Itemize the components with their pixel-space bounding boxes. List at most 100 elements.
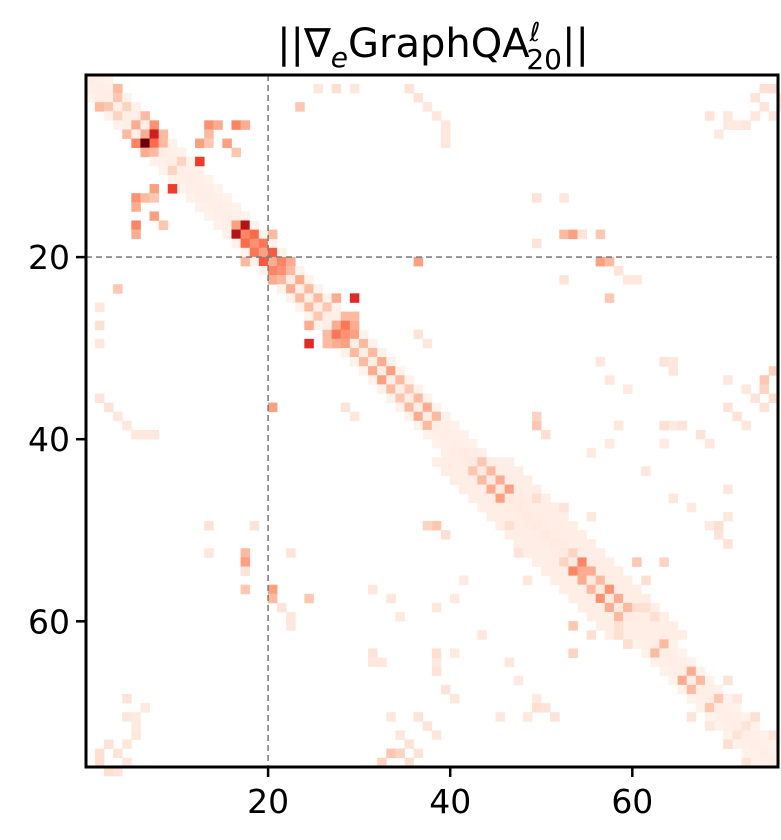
heatmap-cell xyxy=(249,229,260,240)
heatmap-cell xyxy=(759,739,770,749)
heatmap-cell xyxy=(413,384,424,394)
heatmap-cell xyxy=(650,602,660,613)
heatmap-cell xyxy=(750,111,760,121)
heatmap-cell xyxy=(641,612,651,622)
heatmap-cell xyxy=(714,712,724,722)
heatmap-cell xyxy=(431,730,442,740)
heatmap-cell xyxy=(140,429,150,440)
heatmap-cell xyxy=(413,411,424,422)
heatmap-cell xyxy=(368,657,378,668)
heatmap-cell xyxy=(122,757,132,768)
heatmap-cell xyxy=(550,548,560,558)
heatmap-cell xyxy=(550,520,560,531)
heatmap-cell xyxy=(741,420,751,431)
heatmap-cell xyxy=(258,256,269,267)
heatmap-cell xyxy=(768,111,779,121)
heatmap-cell xyxy=(504,457,515,467)
heatmap-cell xyxy=(568,621,578,631)
heatmap-cell xyxy=(531,193,542,203)
heatmap-cell xyxy=(440,448,451,458)
heatmap-cell xyxy=(331,311,342,322)
heatmap-cell xyxy=(577,229,587,240)
heatmap-cells xyxy=(85,74,781,777)
heatmap-cell xyxy=(431,439,442,449)
heatmap-cell xyxy=(185,156,196,167)
heatmap-cell xyxy=(632,621,642,631)
heatmap-cell xyxy=(595,548,606,558)
heatmap-cell xyxy=(349,293,360,303)
heatmap-cell xyxy=(304,593,314,604)
heatmap-cell xyxy=(122,712,132,722)
heatmap-cell xyxy=(668,630,679,640)
heatmap-cell xyxy=(450,475,460,485)
heatmap-cell xyxy=(377,357,387,367)
heatmap-cell xyxy=(404,411,414,422)
heatmap-cell xyxy=(768,739,779,749)
heatmap-cell xyxy=(559,520,569,531)
heatmap-cell xyxy=(513,539,524,549)
heatmap-cell xyxy=(677,666,688,677)
heatmap-cell xyxy=(158,147,169,158)
heatmap-cell xyxy=(522,539,533,549)
heatmap-cell xyxy=(322,329,333,340)
heatmap-cell xyxy=(477,475,487,485)
heatmap-cell xyxy=(176,184,187,194)
heatmap-cell xyxy=(113,102,123,112)
heatmap-cell xyxy=(668,366,679,376)
heatmap-cell xyxy=(495,457,506,467)
heatmap-cell xyxy=(122,420,132,431)
heatmap-cell xyxy=(122,93,132,103)
heatmap-cell xyxy=(468,475,478,485)
heatmap-cell xyxy=(604,584,615,595)
heatmap-cell xyxy=(213,184,223,194)
heatmap-cell xyxy=(495,502,506,513)
heatmap-cell xyxy=(304,284,314,294)
heatmap-cell xyxy=(422,420,433,431)
heatmap-cell xyxy=(158,129,169,139)
heatmap-cell xyxy=(377,757,387,768)
heatmap-cell xyxy=(723,402,733,413)
heatmap-cell xyxy=(595,621,606,631)
heatmap-cell xyxy=(750,748,760,759)
heatmap-cell xyxy=(204,174,214,185)
heatmap-cell xyxy=(340,311,351,322)
heatmap-cell xyxy=(94,302,105,312)
heatmap-cell xyxy=(195,165,205,176)
heatmap-cell xyxy=(541,520,551,531)
heatmap-cell xyxy=(131,202,141,212)
heatmap-cell xyxy=(613,612,624,622)
heatmap-cell xyxy=(577,584,587,595)
heatmap-cell xyxy=(577,539,587,549)
heatmap-cell xyxy=(513,466,524,476)
heatmap-cell xyxy=(377,384,387,394)
heatmap-cell xyxy=(277,602,287,613)
heatmap-cell xyxy=(368,648,378,658)
heatmap-cell xyxy=(195,193,205,203)
heatmap-cell xyxy=(222,229,232,240)
heatmap-cell xyxy=(559,584,569,595)
heatmap-cell xyxy=(431,520,442,531)
heatmap-cell xyxy=(759,748,770,759)
heatmap-cell xyxy=(577,548,587,558)
heatmap-cell xyxy=(468,448,478,458)
heatmap-cell xyxy=(723,539,733,549)
heatmap-cell xyxy=(704,520,715,531)
heatmap-cell xyxy=(759,83,770,94)
heatmap-cell xyxy=(522,548,533,558)
chart-title: ||∇eGraphQAℓ 20|| xyxy=(277,18,589,76)
heatmap-cell xyxy=(331,329,342,340)
heatmap-cell xyxy=(149,147,160,158)
heatmap-cell xyxy=(677,630,688,640)
heatmap-cell xyxy=(231,211,241,221)
heatmap-cell xyxy=(277,256,287,267)
heatmap-cell xyxy=(149,429,160,440)
heatmap-cell xyxy=(131,220,141,230)
heatmap-cell xyxy=(304,293,314,303)
heatmap-cell xyxy=(267,238,278,249)
heatmap-cell xyxy=(404,757,414,768)
heatmap-cell xyxy=(750,393,760,403)
heatmap-cell xyxy=(395,730,405,740)
heatmap-cell xyxy=(595,256,606,267)
heatmap-cell xyxy=(368,347,378,358)
heatmap-cell xyxy=(459,439,469,449)
